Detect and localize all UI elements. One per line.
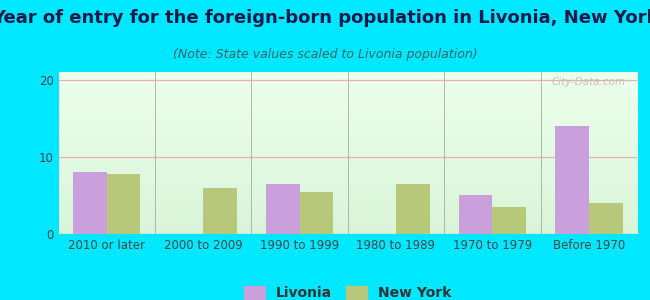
Bar [396, 184, 430, 234]
Bar [459, 195, 493, 234]
Bar [493, 207, 526, 234]
Text: (Note: State values scaled to Livonia population): (Note: State values scaled to Livonia po… [173, 48, 477, 61]
Legend: Livonia, New York: Livonia, New York [244, 286, 451, 300]
Bar [73, 172, 107, 234]
Bar [266, 184, 300, 234]
Bar [203, 188, 237, 234]
Bar [300, 192, 333, 234]
Text: City-Data.com: City-Data.com [551, 77, 625, 87]
Bar [107, 174, 140, 234]
Bar [555, 126, 589, 234]
Bar [589, 203, 623, 234]
Text: Year of entry for the foreign-born population in Livonia, New York: Year of entry for the foreign-born popul… [0, 9, 650, 27]
